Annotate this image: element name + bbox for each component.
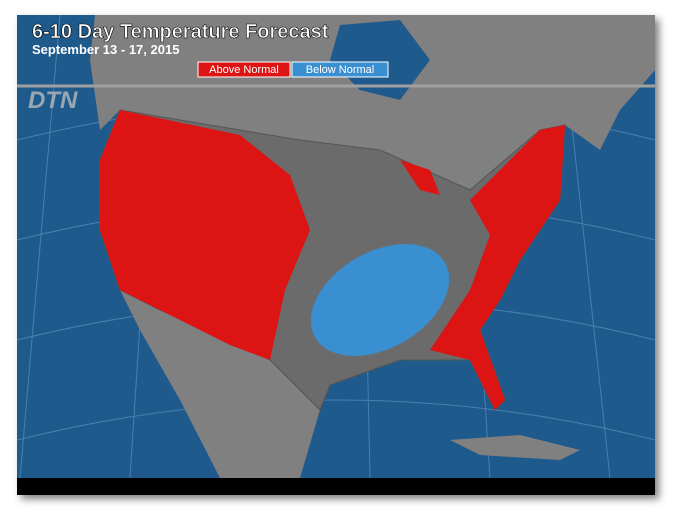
above-normal-east: [430, 125, 565, 410]
map: [17, 15, 655, 478]
above-normal-michigan: [400, 160, 440, 195]
bottom-bar: [17, 478, 655, 495]
above-normal-west: [100, 110, 310, 360]
legend-label: Above Normal: [209, 64, 279, 76]
legend-swatch: [291, 61, 389, 78]
mexico: [120, 290, 320, 478]
hudson-bay: [330, 20, 430, 100]
logo: DTN: [28, 87, 78, 114]
title: 6-10 Day Temperature Forecast: [32, 21, 329, 43]
cuba: [450, 435, 580, 460]
subtitle: September 13 - 17, 2015: [32, 42, 179, 57]
legend-swatch: [197, 61, 291, 78]
below-normal-region: [310, 244, 450, 356]
legend-label: Below Normal: [306, 64, 374, 76]
canada: [90, 15, 655, 190]
